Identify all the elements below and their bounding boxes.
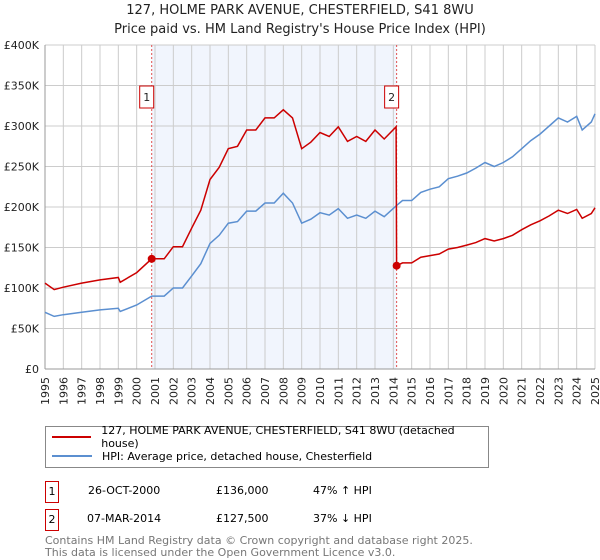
x-tick-label: 2014 bbox=[387, 377, 400, 405]
legend-swatch-red bbox=[52, 436, 92, 438]
x-tick-label: 2000 bbox=[131, 377, 144, 405]
y-tick-label: £50K bbox=[11, 323, 40, 336]
footer-copyright: Contains HM Land Registry data © Crown c… bbox=[45, 534, 473, 547]
property-price-line bbox=[44, 108, 596, 291]
transaction-price: £127,500 bbox=[216, 512, 269, 525]
footer-licence: This data is licensed under the Open Gov… bbox=[45, 546, 396, 559]
x-tick-label: 2005 bbox=[222, 377, 235, 405]
legend: 127, HOLME PARK AVENUE, CHESTERFIELD, S4… bbox=[45, 424, 489, 468]
y-tick-label: £200K bbox=[4, 201, 40, 214]
y-tick-label: £150K bbox=[4, 242, 40, 255]
x-tick-label: 2008 bbox=[277, 377, 290, 405]
x-tick-label: 2018 bbox=[461, 377, 474, 405]
footer: Contains HM Land Registry data © Crown c… bbox=[45, 535, 473, 559]
transaction-number-badge: 1 bbox=[45, 481, 59, 503]
x-tick-label: 2013 bbox=[369, 377, 382, 405]
transaction-price: £136,000 bbox=[216, 484, 269, 497]
sale-point bbox=[392, 261, 401, 270]
legend-item-property: 127, HOLME PARK AVENUE, CHESTERFIELD, S4… bbox=[52, 424, 488, 450]
x-tick-label: 2006 bbox=[241, 377, 254, 405]
sale-label: 2 bbox=[388, 91, 395, 104]
x-tick-label: 2002 bbox=[167, 377, 180, 405]
y-tick-label: £350K bbox=[4, 80, 40, 93]
legend-label: 127, HOLME PARK AVENUE, CHESTERFIELD, S4… bbox=[101, 424, 455, 450]
x-tick-label: 2022 bbox=[534, 377, 547, 405]
x-tick-label: 2021 bbox=[516, 377, 529, 405]
sale-label: 1 bbox=[143, 91, 150, 104]
y-tick-label: £250K bbox=[4, 161, 40, 174]
transaction-hpi-diff: 37% ↓ HPI bbox=[313, 512, 372, 525]
x-tick-label: 2011 bbox=[332, 377, 345, 405]
x-tick-label: 1995 bbox=[39, 377, 52, 405]
y-tick-label: £0 bbox=[25, 363, 39, 376]
x-tick-label: 2003 bbox=[186, 377, 199, 405]
x-tick-label: 1997 bbox=[76, 377, 89, 405]
sale-label-box bbox=[139, 85, 155, 109]
y-tick-label: £100K bbox=[4, 282, 40, 295]
x-tick-label: 1998 bbox=[94, 377, 107, 405]
x-tick-label: 2015 bbox=[406, 377, 419, 405]
x-tick-label: 2004 bbox=[204, 377, 217, 405]
y-tick-label: £400K bbox=[4, 39, 40, 52]
x-tick-label: 2016 bbox=[424, 377, 437, 405]
x-tick-label: 2025 bbox=[589, 377, 600, 405]
transaction-hpi-diff: 47% ↑ HPI bbox=[313, 484, 372, 497]
price-chart: 1995 1996 1997 1998 1999 2000 2001 2002 2003 2004… bbox=[4, 39, 600, 405]
legend-label: HPI: Average price, detached house, Ches… bbox=[102, 449, 373, 463]
y-tick-label: £300K bbox=[4, 120, 40, 133]
chart-title: 127, HOLME PARK AVENUE, CHESTERFIELD, S4… bbox=[126, 3, 474, 18]
transaction-row: 2 07-MAR-2014 £127,500 37% ↓ HPI bbox=[45, 509, 545, 531]
sale-label-box bbox=[384, 85, 400, 109]
x-tick-label: 2012 bbox=[351, 377, 364, 405]
transaction-row: 1 26-OCT-2000 £136,000 47% ↑ HPI bbox=[45, 481, 545, 503]
x-tick-label: 2017 bbox=[442, 377, 455, 405]
x-tick-label: 2009 bbox=[296, 377, 309, 405]
chart-subtitle: Price paid vs. HM Land Registry's House … bbox=[114, 22, 486, 37]
hpi-line bbox=[44, 113, 596, 318]
x-tick-label: 2023 bbox=[552, 377, 565, 405]
sale-point bbox=[147, 254, 156, 263]
x-tick-label: 2024 bbox=[571, 377, 584, 405]
transaction-date: 26-OCT-2000 bbox=[88, 484, 161, 497]
legend-item-hpi: HPI: Average price, detached house, Ches… bbox=[52, 447, 372, 465]
transaction-number-badge: 2 bbox=[45, 509, 59, 531]
x-tick-label: 2020 bbox=[497, 377, 510, 405]
x-tick-label: 1996 bbox=[57, 377, 70, 405]
x-tick-label: 2010 bbox=[314, 377, 327, 405]
x-tick-label: 2019 bbox=[479, 377, 492, 405]
legend-swatch-blue bbox=[52, 455, 92, 457]
transaction-date: 07-MAR-2014 bbox=[87, 512, 162, 525]
x-tick-label: 2007 bbox=[259, 377, 272, 405]
x-tick-label: 2001 bbox=[149, 377, 162, 405]
x-tick-label: 1999 bbox=[112, 377, 125, 405]
